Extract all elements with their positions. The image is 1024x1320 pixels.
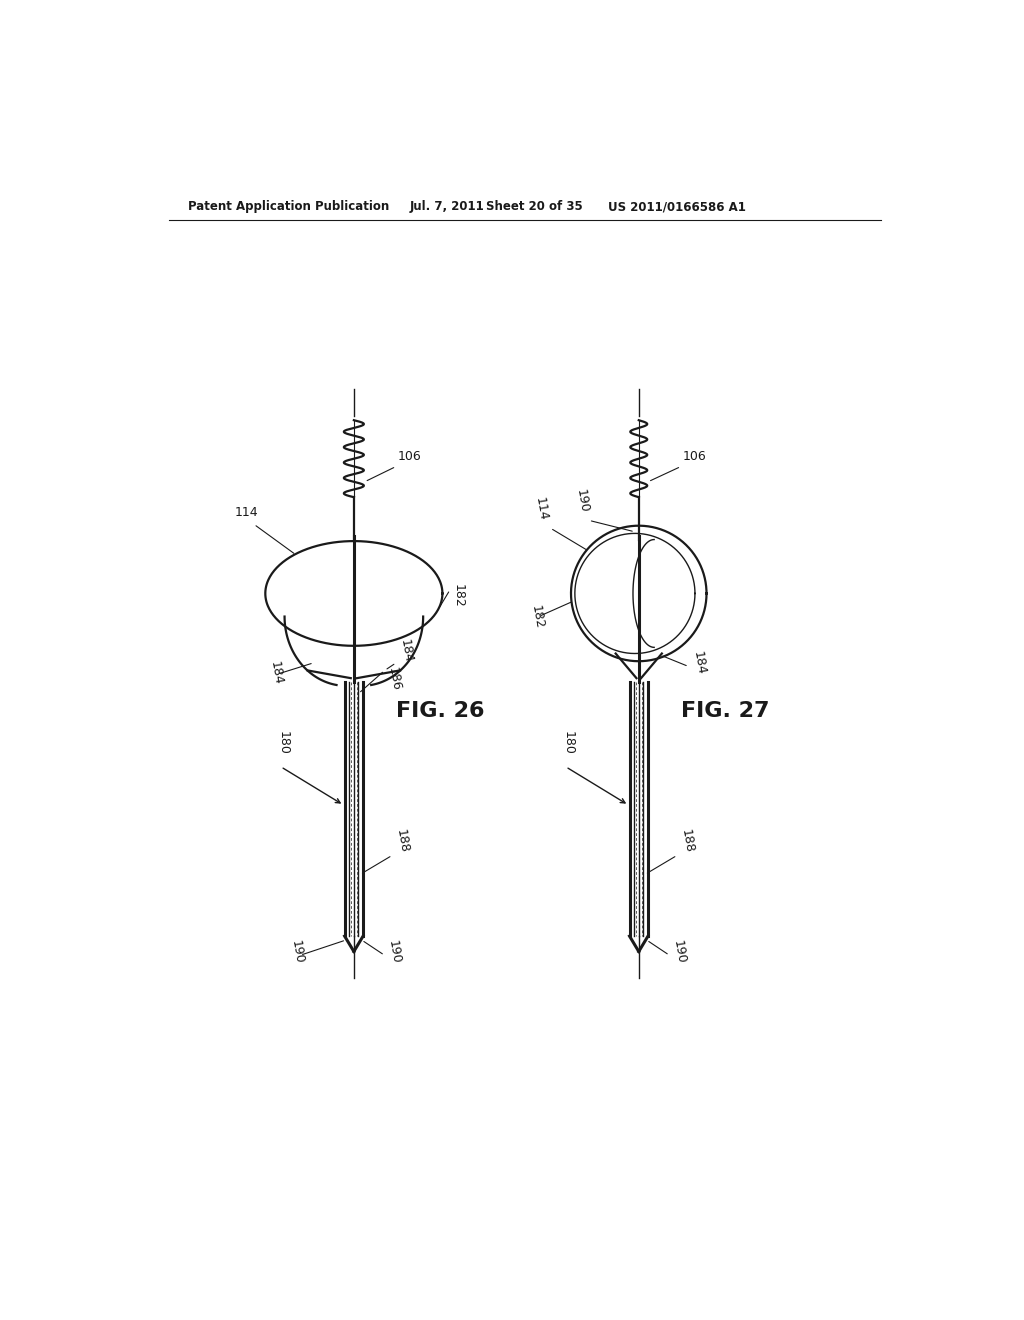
Text: 114: 114	[234, 506, 258, 519]
Text: 184: 184	[267, 660, 285, 686]
Text: 184: 184	[397, 639, 415, 664]
Text: 190: 190	[386, 940, 403, 965]
Text: 182: 182	[528, 605, 546, 631]
Text: 190: 190	[671, 940, 688, 965]
Text: 188: 188	[679, 828, 695, 854]
Text: US 2011/0166586 A1: US 2011/0166586 A1	[608, 201, 745, 214]
Text: Jul. 7, 2011: Jul. 7, 2011	[410, 201, 484, 214]
Text: 188: 188	[394, 828, 411, 854]
Text: FIG. 26: FIG. 26	[396, 701, 484, 721]
Text: 190: 190	[573, 488, 590, 515]
Text: Patent Application Publication: Patent Application Publication	[188, 201, 389, 214]
Text: 106: 106	[397, 450, 422, 463]
Text: 114: 114	[532, 496, 550, 521]
Text: 184: 184	[690, 651, 708, 676]
Text: 106: 106	[683, 450, 707, 463]
Text: 182: 182	[452, 585, 465, 609]
Text: 186: 186	[386, 667, 403, 692]
Text: 180: 180	[276, 731, 290, 755]
Text: FIG. 27: FIG. 27	[681, 701, 770, 721]
Text: 190: 190	[289, 940, 305, 965]
Text: Sheet 20 of 35: Sheet 20 of 35	[486, 201, 583, 214]
Text: 180: 180	[562, 731, 574, 755]
